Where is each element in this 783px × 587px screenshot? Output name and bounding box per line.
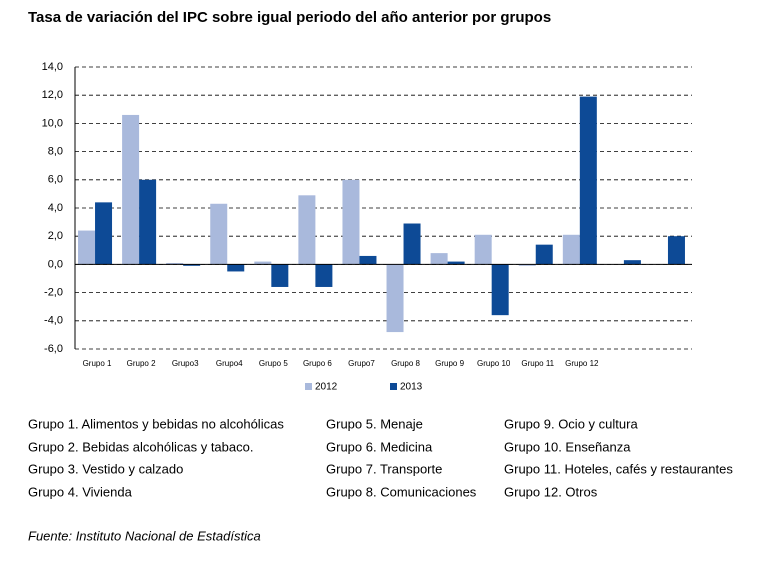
group-note: Grupo 5. Menaje — [326, 416, 423, 431]
y-tick-label: 6,0 — [48, 174, 63, 186]
y-tick-label: 0,0 — [48, 258, 63, 270]
y-tick-label: -2,0 — [44, 287, 63, 299]
group-note: Grupo 12. Otros — [504, 484, 598, 499]
y-tick-label: 10,0 — [42, 117, 63, 129]
bar — [667, 236, 685, 265]
bar — [315, 264, 333, 287]
legend-swatch — [390, 383, 397, 390]
legend-label: 2012 — [315, 382, 338, 393]
bar — [342, 179, 360, 265]
bar — [518, 264, 536, 266]
x-tick-label: Grupo 11 — [521, 359, 554, 368]
bar — [491, 264, 509, 316]
y-tick-label: -6,0 — [44, 343, 63, 355]
bar — [562, 234, 580, 265]
group-note: Grupo 1. Alimentos y bebidas no alcohóli… — [28, 416, 284, 431]
x-tick-label: Grupo 12 — [565, 359, 599, 368]
group-note: Grupo 11. Hoteles, cafés y restaurantes — [504, 461, 733, 476]
legend-label: 2013 — [400, 382, 423, 393]
bar — [254, 261, 272, 265]
x-tick-label: Grupo4 — [216, 359, 243, 368]
x-tick-label: Grupo 8 — [391, 359, 420, 368]
bar — [386, 264, 404, 333]
group-note: Grupo 9. Ocio y cultura — [504, 416, 638, 431]
bar — [535, 244, 553, 265]
group-note: Grupo 2. Bebidas alcohólicas y tabaco. — [28, 439, 253, 454]
y-tick-label: -4,0 — [44, 315, 63, 327]
group-note: Grupo 3. Vestido y calzado — [28, 461, 183, 476]
legend-swatch — [305, 383, 312, 390]
bar — [78, 230, 96, 265]
y-tick-label: 8,0 — [48, 146, 63, 158]
bar — [430, 253, 448, 265]
bar — [271, 264, 289, 287]
y-tick-label: 4,0 — [48, 202, 63, 214]
x-tick-label: Grupo 6 — [303, 359, 332, 368]
x-tick-label: Grupo 2 — [127, 359, 156, 368]
bar — [210, 203, 228, 265]
y-tick-label: 2,0 — [48, 230, 63, 242]
group-note: Grupo 10. Enseñanza — [504, 439, 631, 454]
bar — [139, 179, 157, 265]
x-tick-label: Grupo3 — [172, 359, 199, 368]
group-note: Grupo 8. Comunicaciones — [326, 484, 477, 499]
bar — [227, 264, 245, 272]
source: Fuente: Instituto Nacional de Estadístic… — [28, 528, 261, 543]
chart-title: Tasa de variación del IPC sobre igual pe… — [28, 9, 551, 26]
x-tick-label: Grupo 9 — [435, 359, 464, 368]
bar — [447, 261, 465, 265]
bar — [122, 114, 140, 265]
bar — [403, 223, 421, 265]
group-note: Grupo 6. Medicina — [326, 439, 433, 454]
group-note: Grupo 4. Vivienda — [28, 484, 133, 499]
bar — [166, 262, 184, 265]
bar — [359, 255, 377, 265]
bar — [298, 195, 316, 265]
bar — [579, 96, 597, 265]
bar — [95, 202, 113, 265]
x-tick-label: Grupo 1 — [83, 359, 112, 368]
y-tick-label: 14,0 — [42, 61, 63, 73]
x-tick-label: Grupo 10 — [477, 359, 511, 368]
bar — [623, 260, 641, 265]
bar — [474, 234, 492, 265]
group-note: Grupo 7. Transporte — [326, 461, 442, 476]
x-tick-label: Grupo 5 — [259, 359, 288, 368]
x-tick-label: Grupo7 — [348, 359, 375, 368]
bar — [183, 264, 201, 266]
y-tick-label: 12,0 — [42, 89, 63, 101]
